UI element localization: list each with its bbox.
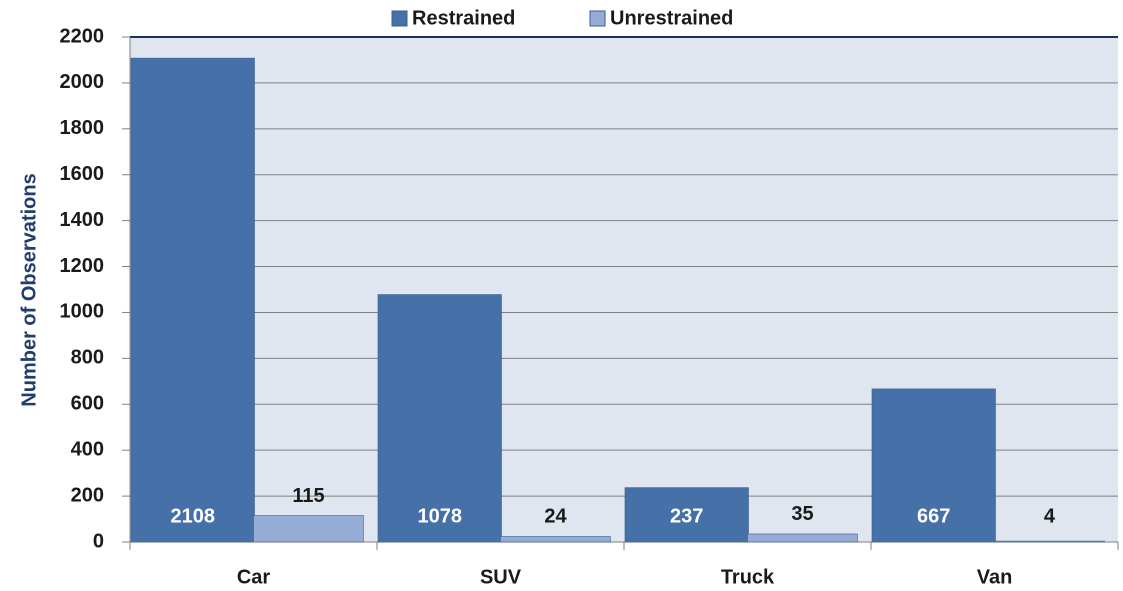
legend-swatch <box>589 10 606 27</box>
y-tick-label: 0 <box>93 530 104 552</box>
legend-label: Unrestrained <box>610 7 733 29</box>
data-label: 24 <box>544 505 567 527</box>
y-tick-label: 1000 <box>60 301 105 323</box>
y-tick-label: 200 <box>71 484 104 506</box>
y-tick-label: 800 <box>71 347 104 369</box>
y-tick-label: 1200 <box>60 255 105 277</box>
y-tick-label: 1800 <box>60 117 105 139</box>
legend-label: Restrained <box>412 7 515 29</box>
bar <box>747 533 858 543</box>
data-label: 2108 <box>170 505 215 527</box>
data-label: 237 <box>670 505 703 527</box>
bar <box>377 294 502 543</box>
x-tick-label: Car <box>237 566 271 588</box>
data-label: 1078 <box>417 505 462 527</box>
y-tick-label: 2200 <box>60 25 105 47</box>
legend-swatch <box>391 10 408 27</box>
y-tick-label: 600 <box>71 393 104 415</box>
bar <box>994 540 1105 543</box>
x-tick-label: SUV <box>480 566 522 588</box>
y-tick-label: 1600 <box>60 163 105 185</box>
y-tick-label: 1400 <box>60 209 105 231</box>
y-tick-label: 400 <box>71 438 104 460</box>
data-label: 667 <box>917 505 950 527</box>
x-tick-label: Truck <box>721 566 775 588</box>
y-tick-label: 2000 <box>60 71 105 93</box>
data-label: 35 <box>791 503 813 525</box>
bar <box>624 487 749 543</box>
x-tick-label: Van <box>977 566 1013 588</box>
bar <box>253 515 364 543</box>
bar <box>130 57 255 543</box>
data-label: 4 <box>1044 505 1056 527</box>
data-label: 115 <box>292 485 324 507</box>
y-axis-title: Number of Observations <box>18 173 40 406</box>
bar <box>871 388 996 543</box>
bar <box>500 536 611 543</box>
